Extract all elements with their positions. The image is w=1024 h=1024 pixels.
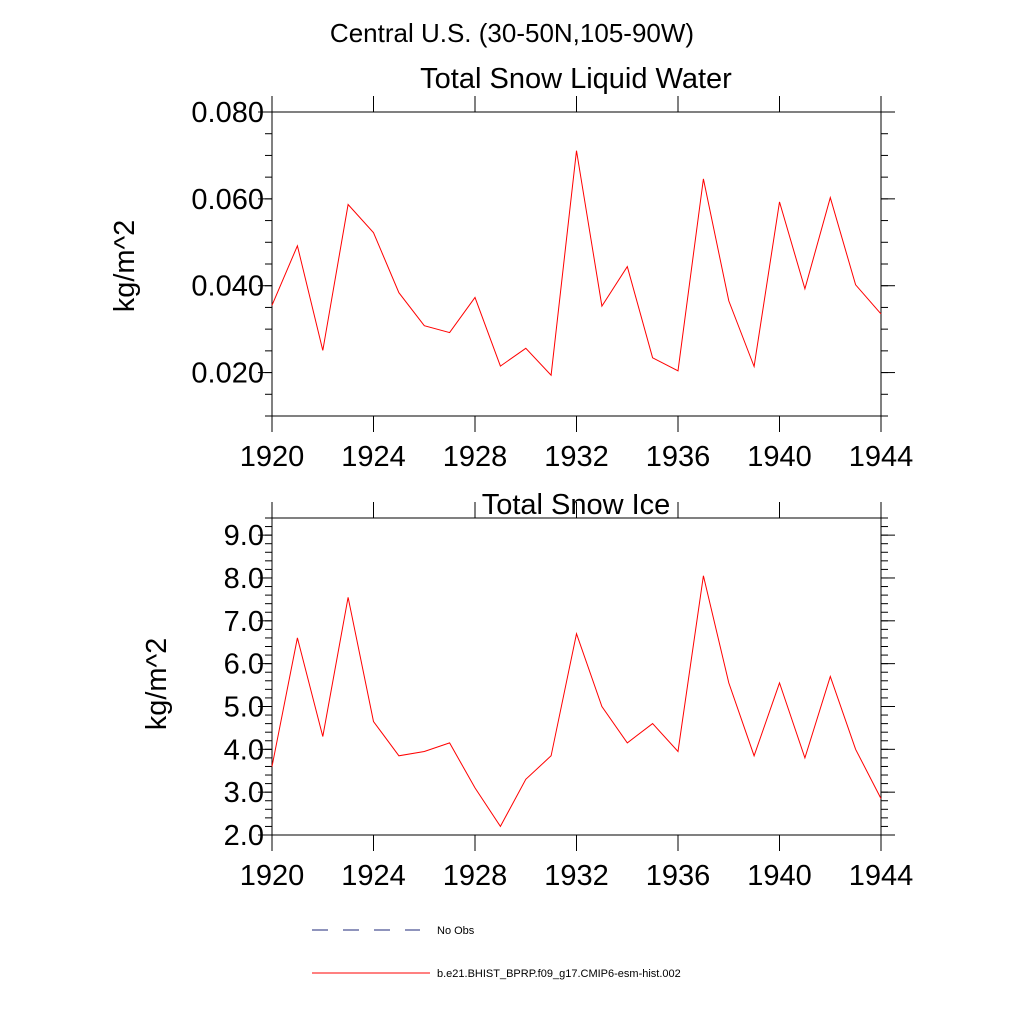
plot-frame bbox=[271, 111, 882, 417]
x-tick-label: 1932 bbox=[544, 441, 609, 473]
x-tick-label: 1932 bbox=[544, 860, 609, 892]
y-tick-label: 2.0 bbox=[224, 820, 264, 852]
panel-snow-liquid-water: Total Snow Liquid Water kg/m^2 1920 1924 1… bbox=[109, 63, 913, 473]
x-tick-label: 1928 bbox=[443, 860, 508, 892]
x-tick-label: 1940 bbox=[747, 860, 812, 892]
x-tick-label: 1936 bbox=[646, 860, 711, 892]
y-tick-label: 6.0 bbox=[224, 649, 264, 681]
figure-suptitle: Central U.S. (30-50N,105-90W) bbox=[330, 18, 694, 48]
series-line-group bbox=[271, 150, 882, 377]
x-tick-label: 1920 bbox=[240, 860, 305, 892]
x-tick-label: 1944 bbox=[849, 860, 914, 892]
series-line-group bbox=[271, 575, 882, 828]
x-tick-label: 1944 bbox=[849, 441, 914, 473]
legend-label-no-obs: No Obs bbox=[437, 925, 475, 937]
series-line-0 bbox=[271, 150, 882, 377]
x-tick-label: 1920 bbox=[240, 441, 305, 473]
panel-title: Total Snow Liquid Water bbox=[420, 63, 732, 95]
y-tick-label: 8.0 bbox=[224, 563, 264, 595]
y-tick-label: 3.0 bbox=[224, 777, 264, 809]
x-tick-label: 1924 bbox=[341, 441, 406, 473]
x-tick-label: 1924 bbox=[341, 860, 406, 892]
legend: No Obs b.e21.BHIST_BPRP.f09_g17.CMIP6-es… bbox=[312, 925, 681, 980]
panel-snow-ice: Total Snow Ice kg/m^2 1920 1924 1928 1932 19… bbox=[141, 489, 913, 892]
x-tick-label: 1928 bbox=[443, 441, 508, 473]
axes-ticks: 1920 1924 1928 1932 1936 1940 1944 2.0 3.0 4.0 5.0… bbox=[224, 502, 914, 892]
y-tick-label: 0.060 bbox=[191, 184, 264, 216]
y-tick-label: 0.040 bbox=[191, 271, 264, 303]
y-axis-label: kg/m^2 bbox=[141, 638, 173, 731]
y-tick-label: 4.0 bbox=[224, 734, 264, 766]
y-tick-label: 5.0 bbox=[224, 691, 264, 723]
y-axis-label: kg/m^2 bbox=[109, 220, 141, 313]
y-tick-label: 0.020 bbox=[191, 358, 264, 390]
x-tick-label: 1940 bbox=[747, 441, 812, 473]
y-tick-label: 7.0 bbox=[224, 606, 264, 638]
plot-frame bbox=[271, 517, 882, 836]
series-line-1 bbox=[271, 575, 882, 828]
y-tick-label: 0.080 bbox=[191, 97, 264, 129]
legend-label-model: b.e21.BHIST_BPRP.f09_g17.CMIP6-esm-hist.… bbox=[437, 968, 681, 980]
x-tick-label: 1936 bbox=[646, 441, 711, 473]
axes-ticks: 1920 1924 1928 1932 1936 1940 1944 0.020 0.040 0.… bbox=[191, 96, 913, 473]
y-tick-label: 9.0 bbox=[224, 520, 264, 552]
